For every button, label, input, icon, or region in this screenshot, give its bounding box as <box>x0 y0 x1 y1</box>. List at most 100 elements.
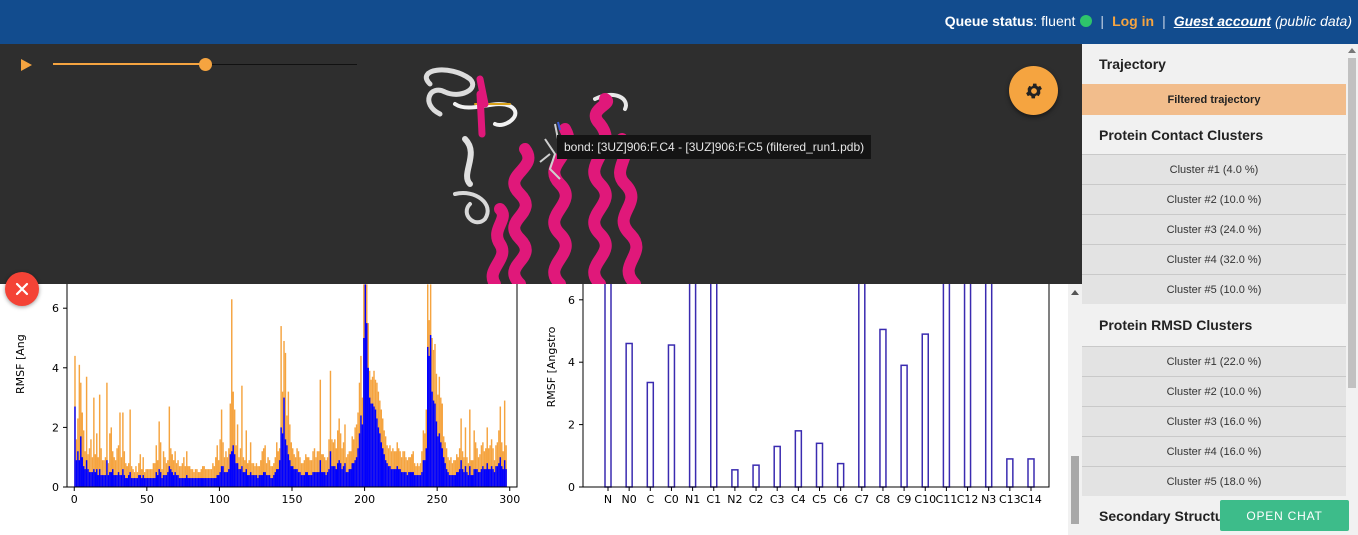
contact-cluster-4[interactable]: Cluster #4 (32.0 %) <box>1082 244 1346 274</box>
rmsf-bar-fill <box>445 469 448 487</box>
rmsf-bar-fill <box>119 475 121 487</box>
rmsf-bar-fill <box>120 475 123 487</box>
rmsd-cluster-1[interactable]: Cluster #1 (22.0 %) <box>1082 346 1346 376</box>
rmsd-cluster-3[interactable]: Cluster #3 (16.0 %) <box>1082 406 1346 436</box>
rmsf-bar-outline <box>496 442 499 487</box>
rmsf-bar-fill <box>413 475 416 487</box>
scroll-up-arrow-icon[interactable] <box>1348 48 1356 53</box>
rmsf-bar-outline <box>454 460 457 487</box>
close-button[interactable] <box>5 272 39 306</box>
rmsf-bar-outline <box>110 427 112 487</box>
rmsf-bar-fill <box>113 475 115 487</box>
rmsf-bar-fill <box>421 472 423 487</box>
rmsf-bar-outline <box>264 445 266 487</box>
rmsf-bar-fill <box>432 400 435 487</box>
contact-clusters-heading: Protein Contact Clusters <box>1099 126 1264 143</box>
rmsf-bar-outline <box>152 463 155 487</box>
ligand-rmsf-bar <box>794 430 803 488</box>
play-icon[interactable] <box>21 59 32 71</box>
settings-button[interactable] <box>1009 66 1058 115</box>
contact-cluster-1[interactable]: Cluster #1 (4.0 %) <box>1082 154 1346 184</box>
rmsf-bar-fill <box>341 469 343 487</box>
rmsf-bar-fill <box>238 469 240 487</box>
login-link[interactable]: Log in <box>1112 13 1155 29</box>
rmsf-bar-fill <box>289 460 291 487</box>
rmsf-bar-fill <box>418 475 420 487</box>
rmsf-bar-fill <box>499 457 502 487</box>
contact-cluster-5[interactable]: Cluster #5 (10.0 %) <box>1082 274 1346 304</box>
contact-cluster-2[interactable]: Cluster #2 (10.0 %) <box>1082 184 1346 214</box>
rmsf-bar-fill <box>162 475 165 487</box>
rmsf-bar-outline <box>100 448 102 487</box>
rmsf-bar-fill <box>464 466 467 487</box>
content-scrollbar[interactable] <box>1068 284 1082 535</box>
rmsd-cluster-2[interactable]: Cluster #2 (10.0 %) <box>1082 376 1346 406</box>
rmsf-bar-fill <box>209 478 211 487</box>
guest-account-link[interactable]: Guest account <box>1173 13 1271 29</box>
rmsf-bar-fill <box>139 475 142 487</box>
molecular-viewer[interactable]: bond: [3UZ]906:F.C4 - [3UZ]906:F.C5 (fil… <box>0 44 1082 284</box>
rmsf-bar-outline <box>270 466 272 487</box>
rmsf-bar-fill <box>168 466 171 487</box>
rmsf-bar-outline <box>220 409 223 487</box>
rmsf-bar-fill <box>457 472 459 487</box>
rmsf-bar-fill <box>155 472 157 487</box>
x-tick-label: C0 <box>664 493 679 506</box>
rmsf-bar-fill <box>274 472 277 487</box>
rmsf-bar-outline <box>80 382 82 487</box>
rmsf-bar-fill <box>244 472 246 487</box>
rmsf-bar-fill <box>458 469 461 487</box>
x-tick-label: C10 <box>914 493 936 506</box>
contact-cluster-3[interactable]: Cluster #3 (24.0 %) <box>1082 214 1346 244</box>
rmsd-cluster-5[interactable]: Cluster #5 (18.0 %) <box>1082 466 1346 496</box>
rmsf-bar-fill <box>403 472 406 487</box>
rmsf-bar-fill <box>495 466 497 487</box>
x-tick-label: C <box>646 493 654 506</box>
rmsf-bar-fill <box>126 478 128 487</box>
rmsf-bar-outline <box>154 463 156 487</box>
rmsf-bar-outline <box>309 460 311 487</box>
x-tick-label: C2 <box>749 493 764 506</box>
rmsf-bar-fill <box>476 469 478 487</box>
y-tick-label: 6 <box>52 302 59 315</box>
rmsf-bar-fill <box>425 448 427 487</box>
rmsf-bar-fill <box>383 454 385 487</box>
rmsf-bar-fill <box>312 472 314 487</box>
rmsd-cluster-4[interactable]: Cluster #4 (16.0 %) <box>1082 436 1346 466</box>
rmsf-bar-fill <box>154 478 156 487</box>
rmsf-bar-fill <box>125 478 127 487</box>
rmsf-bar-outline <box>170 448 172 487</box>
sidebar-scrollbar[interactable] <box>1346 44 1358 535</box>
rmsf-bar-fill <box>245 469 247 487</box>
scrollbar-thumb[interactable] <box>1071 456 1079 524</box>
rmsf-bar-outline <box>260 460 262 487</box>
rmsf-bar-fill <box>315 472 317 487</box>
protein-structure-render[interactable] <box>400 44 700 284</box>
rmsf-bar-fill <box>74 406 76 487</box>
open-chat-button[interactable]: OPEN CHAT <box>1220 500 1349 531</box>
rmsf-bar-fill <box>399 469 401 487</box>
rmsf-bar-outline <box>249 442 252 487</box>
rmsf-bar-outline <box>213 466 216 487</box>
ligand-rmsf-bar <box>646 381 655 488</box>
rmsf-bar-fill <box>344 463 346 487</box>
rmsf-bar-fill <box>286 445 288 487</box>
ligand-rmsf-bar <box>900 364 908 488</box>
rmsf-bar-outline <box>186 451 188 487</box>
rmsf-bar-outline <box>113 457 115 487</box>
playback-slider-handle[interactable] <box>199 58 212 71</box>
rmsf-bar-fill <box>306 472 308 487</box>
ligand-rmsf-bar <box>942 284 951 488</box>
rmsf-bar-fill <box>345 472 348 487</box>
filtered-trajectory-button[interactable]: Filtered trajectory <box>1082 84 1346 115</box>
rmsf-bar-fill <box>319 460 322 487</box>
rmsf-bar-outline <box>339 433 342 487</box>
rmsf-bar-fill <box>232 445 234 487</box>
y-tick-label: 4 <box>568 356 575 369</box>
rmsf-bar-fill <box>190 478 192 487</box>
scroll-up-arrow-icon[interactable] <box>1071 290 1079 295</box>
ligand-rmsf-bar <box>815 442 824 488</box>
scrollbar-thumb[interactable] <box>1348 58 1356 388</box>
rmsf-bar-fill <box>299 472 301 487</box>
rmsf-bar-fill <box>193 478 195 487</box>
